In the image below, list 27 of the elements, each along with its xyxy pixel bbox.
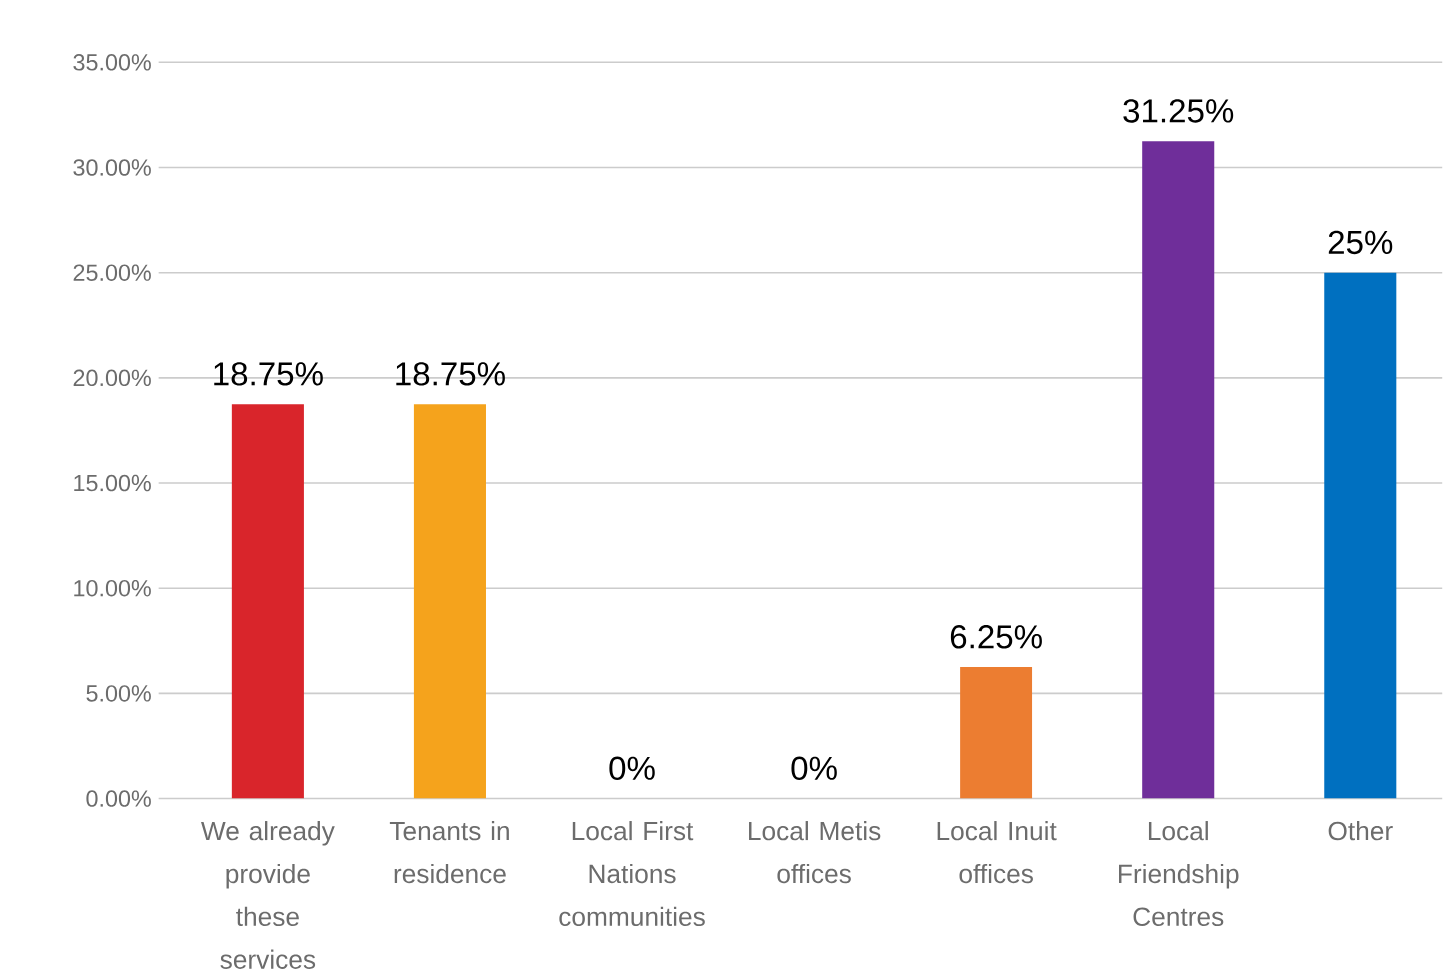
bar (960, 666, 1033, 799)
y-tick-label: 35.00% (73, 53, 151, 71)
data-label: 6.25% (950, 624, 1042, 649)
data-label: 18.75% (396, 361, 505, 386)
y-tick-label: 20.00% (73, 369, 151, 386)
bar (1142, 141, 1215, 799)
data-label: 25% (1328, 230, 1393, 254)
data-label: 18.75% (214, 361, 323, 386)
y-tick-label: 10.00% (74, 579, 151, 597)
y-tick-label: 15.00% (74, 474, 151, 492)
x-tick-label: Local Inuit offices (937, 820, 1057, 883)
y-tick-label: 30.00% (73, 159, 151, 176)
y-tick-label: 5.00% (86, 684, 151, 702)
x-tick-label: We already provide these services (201, 820, 335, 969)
bar (413, 403, 486, 799)
y-tick-label: 25.00% (73, 264, 151, 281)
data-label: 31.25% (1123, 99, 1234, 123)
x-tick-label: Local Friendship Centres (1119, 820, 1239, 926)
x-tick-label: Tenants in residence (389, 820, 509, 883)
bar (1324, 272, 1397, 799)
x-tick-label: Other (1328, 820, 1393, 841)
data-label: 0% (609, 756, 655, 780)
bar (231, 403, 304, 799)
y-tick-label: 0.00% (86, 790, 151, 807)
x-tick-label: Local First Nations communities (559, 820, 705, 926)
data-label: 0% (791, 756, 837, 780)
x-tick-label: Local Metis offices (749, 820, 881, 883)
